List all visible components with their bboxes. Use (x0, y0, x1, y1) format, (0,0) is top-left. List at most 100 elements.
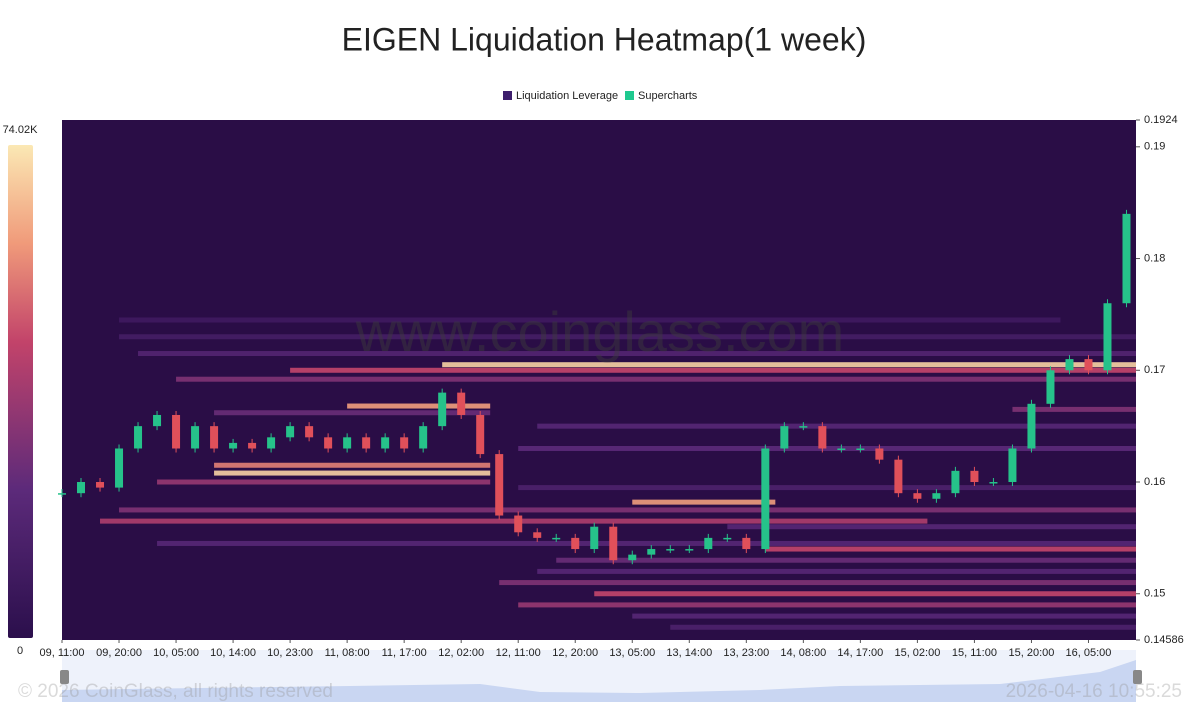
candle (191, 426, 200, 449)
navigator-area (62, 660, 1136, 702)
x-tick-label: 12, 20:00 (552, 647, 598, 659)
liquidation-level (632, 613, 1136, 619)
colorbar-min: 0 (17, 645, 23, 657)
liquidation-level (537, 568, 1136, 574)
x-tick-label: 12, 11:00 (496, 647, 541, 659)
candle (1046, 370, 1055, 404)
x-tick-label: 09, 11:00 (39, 647, 84, 659)
x-tick-label: 13, 14:00 (666, 647, 712, 659)
x-tick-label: 10, 14:00 (210, 647, 256, 659)
candle (1065, 359, 1074, 371)
candle (438, 392, 447, 427)
candle (77, 482, 86, 494)
colorbar (8, 145, 33, 638)
candle (647, 549, 656, 555)
candle (913, 493, 922, 499)
liquidation-level (442, 362, 1136, 368)
x-tick-label: 13, 05:00 (609, 647, 655, 659)
liquidation-level (119, 507, 1136, 513)
candle (267, 437, 276, 449)
liquidation-level (138, 351, 1136, 357)
candle (818, 426, 827, 449)
candle (628, 554, 637, 561)
x-tick-label: 10, 23:00 (267, 647, 313, 659)
candle (1084, 359, 1093, 371)
candle (533, 532, 542, 538)
liquidation-level (632, 499, 776, 505)
x-tick-label: 15, 02:00 (894, 647, 940, 659)
liquidation-level (499, 580, 1136, 586)
liquidation-level (594, 591, 1136, 597)
x-tick-label: 11, 17:00 (382, 647, 427, 659)
liquidation-level (765, 546, 1136, 552)
liquidation-level (670, 624, 1136, 630)
navigator-handle[interactable] (60, 670, 69, 684)
candle (799, 426, 808, 428)
y-tick-label: 0.19 (1144, 141, 1165, 153)
candle (58, 493, 66, 495)
candle (305, 426, 314, 438)
candle (951, 470, 960, 494)
candle (666, 549, 675, 551)
x-tick-label: 15, 11:00 (952, 647, 997, 659)
liquidation-level (556, 557, 1136, 563)
candle (609, 526, 618, 561)
chart-title: EIGEN Liquidation Heatmap(1 week) (342, 21, 867, 57)
candle (970, 470, 979, 483)
liquidation-level (119, 334, 1136, 340)
x-tick-label: 09, 20:00 (96, 647, 142, 659)
candle (932, 493, 941, 499)
liquidation-level (1012, 406, 1136, 412)
watermark: www.coinglass.com (355, 300, 845, 363)
candle (590, 526, 599, 550)
x-tick-label: 16, 05:00 (1066, 647, 1112, 659)
candle (324, 437, 333, 449)
timestamp: 2026-04-16 10:55:25 (1006, 681, 1182, 702)
x-tick-label: 14, 08:00 (780, 647, 826, 659)
x-tick-label: 13, 23:00 (723, 647, 769, 659)
candle (362, 437, 371, 449)
candle (989, 482, 998, 484)
liquidation-level (214, 462, 491, 468)
candle (856, 448, 865, 450)
liquidation-level (214, 470, 491, 476)
candle (1103, 303, 1112, 371)
y-tick-label: 0.1924 (1144, 114, 1178, 126)
legend-label: Supercharts (638, 90, 698, 102)
candle (761, 448, 770, 550)
x-tick-label: 11, 08:00 (325, 647, 370, 659)
liquidation-level (290, 367, 1136, 373)
x-tick-label: 14, 17:00 (837, 647, 883, 659)
candle (875, 448, 884, 460)
candle (153, 414, 162, 427)
liquidation-level (537, 423, 1136, 429)
liquidation-level (119, 317, 1061, 323)
candle (457, 392, 466, 415)
liquidation-level (100, 518, 928, 524)
y-tick-label: 0.17 (1144, 364, 1165, 376)
candle (742, 537, 751, 550)
candle (1027, 403, 1036, 449)
copyright: © 2026 CoinGlass, all rights reserved (18, 681, 333, 702)
candle (514, 515, 523, 533)
y-tick-label: 0.18 (1144, 252, 1165, 264)
candle (248, 442, 257, 449)
candle (571, 537, 580, 550)
candle (1008, 448, 1017, 483)
candle (495, 454, 504, 516)
candle (134, 426, 143, 449)
navigator-handle[interactable] (1133, 670, 1142, 684)
liquidation-level (727, 524, 1136, 530)
liquidation-level (157, 479, 491, 485)
x-tick-label: 12, 02:00 (438, 647, 484, 659)
liquidation-level (214, 410, 491, 416)
colorbar-max: 74.02K (3, 124, 39, 136)
y-tick-label: 0.15 (1144, 588, 1165, 600)
liquidation-level (518, 602, 1136, 608)
candle (552, 537, 561, 540)
candle (1122, 213, 1131, 304)
candle (400, 437, 409, 449)
candle (419, 426, 428, 449)
candle (343, 437, 352, 449)
